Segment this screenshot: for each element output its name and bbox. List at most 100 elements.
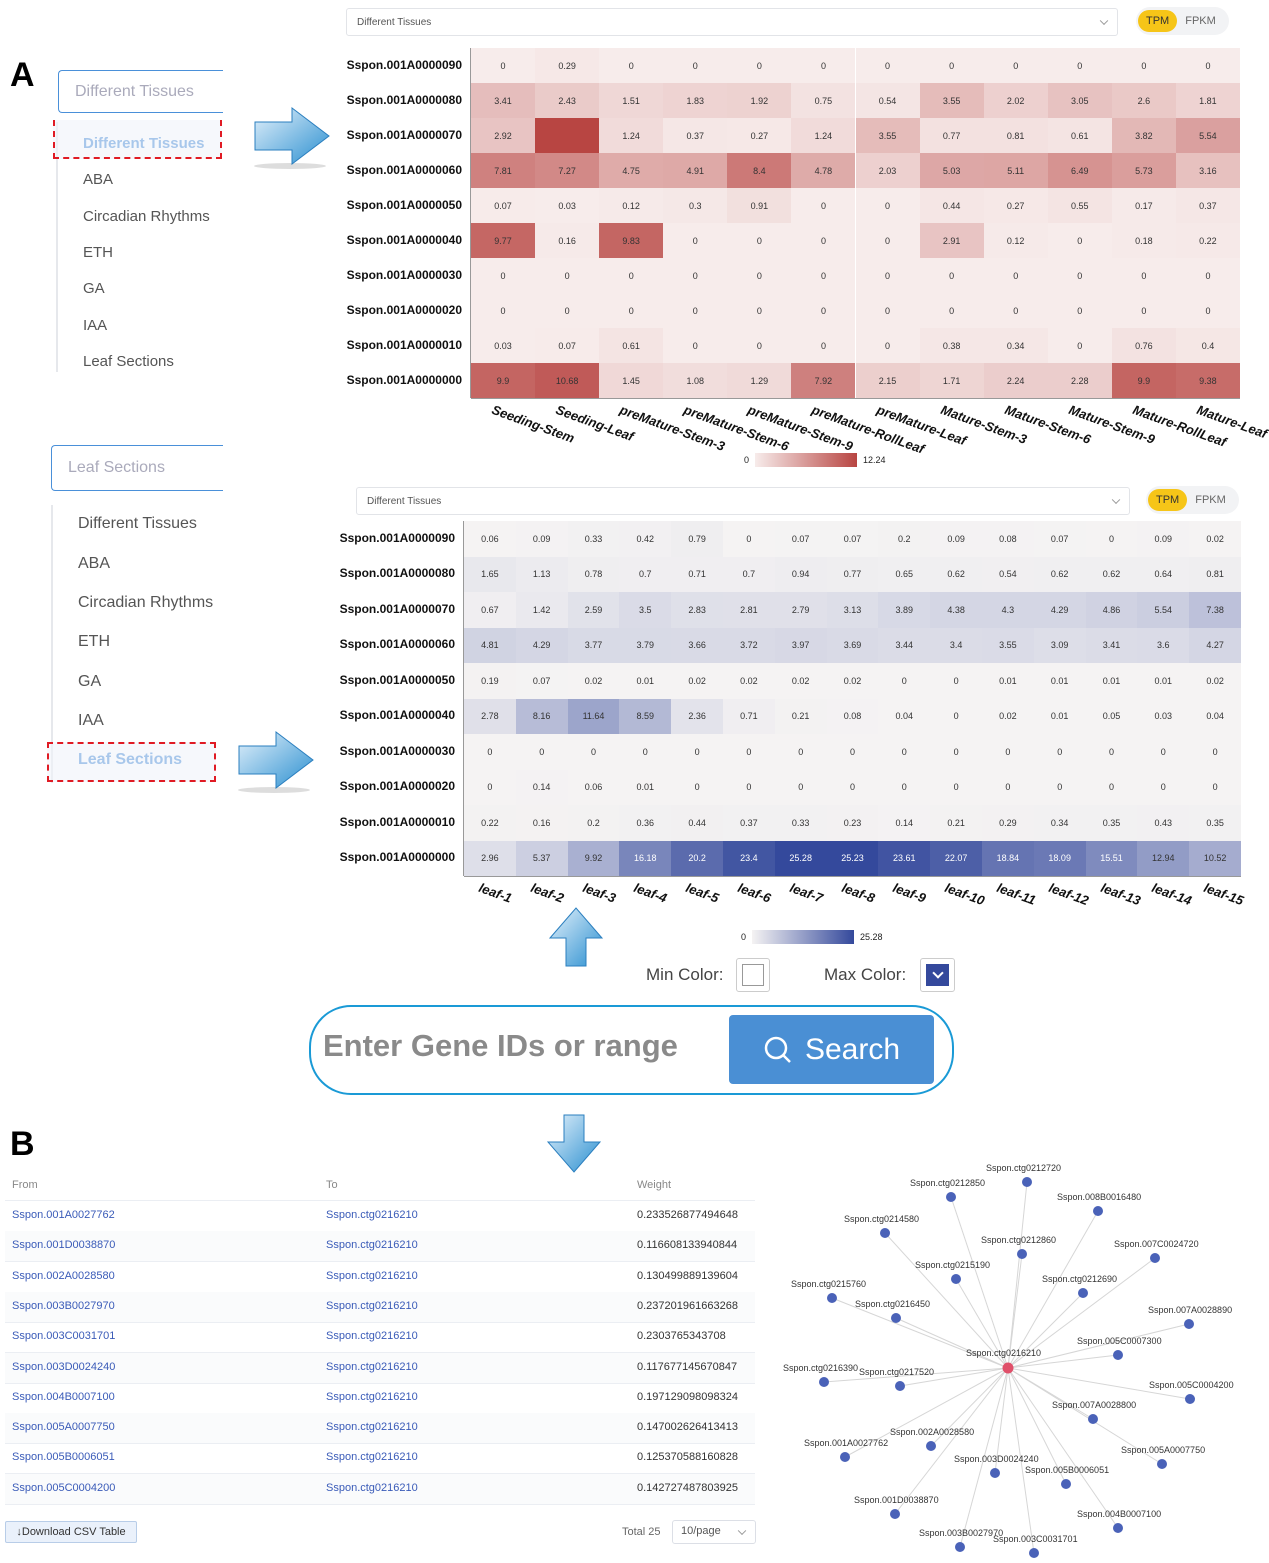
- table-cell-to[interactable]: Sspon.ctg0216210: [326, 1390, 418, 1403]
- table-cell-to[interactable]: Sspon.ctg0216210: [326, 1269, 418, 1282]
- heatmap-cell[interactable]: 0.01: [1085, 663, 1138, 699]
- network-node[interactable]: [819, 1377, 829, 1387]
- heatmap-cell[interactable]: 0: [855, 328, 920, 363]
- heatmap-cell[interactable]: 0.01: [619, 663, 672, 699]
- heatmap-cell[interactable]: 1.08: [663, 363, 728, 398]
- heatmap-cell[interactable]: 1.65: [464, 556, 516, 592]
- heatmap-cell[interactable]: 25.28: [774, 840, 827, 876]
- heatmap-cell[interactable]: 0: [727, 293, 792, 328]
- heatmap-cell[interactable]: 0: [599, 293, 664, 328]
- heatmap-cell[interactable]: 0.22: [1175, 223, 1240, 258]
- heatmap-cell[interactable]: 5.54: [1175, 118, 1240, 153]
- network-node[interactable]: [1017, 1249, 1027, 1259]
- heatmap-cell[interactable]: 0.14: [878, 805, 931, 841]
- heatmap-cell[interactable]: 2.79: [774, 592, 827, 628]
- heatmap-cell[interactable]: 0: [791, 48, 856, 83]
- heatmap-cell[interactable]: 0: [727, 258, 792, 293]
- network-node[interactable]: [946, 1192, 956, 1202]
- heatmap-cell[interactable]: 0.37: [1175, 188, 1240, 223]
- heatmap-cell[interactable]: 1.81: [1175, 83, 1240, 118]
- heatmap-cell[interactable]: 18.09: [1033, 840, 1086, 876]
- heatmap-cell[interactable]: 0.01: [1033, 698, 1086, 734]
- table-cell-from[interactable]: Sspon.004B0007100: [12, 1390, 115, 1403]
- dataset-select-2[interactable]: Leaf Sections: [51, 445, 223, 491]
- heatmap-cell[interactable]: 0.2: [567, 805, 620, 841]
- network-node[interactable]: [1061, 1479, 1071, 1489]
- heatmap-cell[interactable]: 0: [983, 48, 1048, 83]
- heatmap-cell[interactable]: 0.02: [1189, 663, 1241, 699]
- heatmap-cell[interactable]: 7.81: [471, 153, 536, 188]
- dropdown-option[interactable]: Circadian Rhythms: [83, 208, 210, 225]
- table-cell-from[interactable]: Sspon.002A0028580: [12, 1269, 115, 1282]
- heatmap-cell[interactable]: 0.81: [983, 118, 1048, 153]
- heatmap-cell[interactable]: 9.77: [471, 223, 536, 258]
- heatmap-cell[interactable]: 9.92: [567, 840, 620, 876]
- heatmap-cell[interactable]: 3.55: [982, 627, 1034, 663]
- heatmap-cell[interactable]: 0.02: [671, 663, 723, 699]
- heatmap-cell[interactable]: 2.78: [464, 698, 516, 734]
- heatmap-cell[interactable]: 0.65: [878, 556, 931, 592]
- heatmap-cell[interactable]: 6.49: [1047, 153, 1112, 188]
- network-node[interactable]: [1150, 1253, 1160, 1263]
- heatmap-cell[interactable]: 3.6: [1137, 627, 1190, 663]
- tpm-button[interactable]: TPM: [1148, 489, 1188, 511]
- heatmap-cell[interactable]: 0: [1175, 48, 1240, 83]
- heatmap-cell[interactable]: 12.94: [1137, 840, 1190, 876]
- heatmap-cell[interactable]: 0.19: [464, 663, 516, 699]
- heatmap-cell[interactable]: 0.33: [567, 521, 620, 557]
- heatmap-cell[interactable]: 0: [471, 293, 536, 328]
- heatmap-cell[interactable]: 0: [464, 769, 516, 805]
- heatmap-cell[interactable]: 0.62: [1033, 556, 1086, 592]
- heatmap-cell[interactable]: 0.2: [878, 521, 931, 557]
- heatmap-cell[interactable]: 0: [515, 734, 568, 770]
- heatmap-cell[interactable]: 3.79: [619, 627, 672, 663]
- heatmap-cell[interactable]: 2.59: [567, 592, 620, 628]
- dropdown-option[interactable]: GA: [78, 673, 102, 690]
- heatmap-cell[interactable]: 2.92: [471, 118, 536, 153]
- table-cell-to[interactable]: Sspon.ctg0216210: [326, 1239, 418, 1252]
- dropdown-option[interactable]: Leaf Sections: [83, 353, 174, 370]
- network-node[interactable]: [1022, 1177, 1032, 1187]
- max-color-picker[interactable]: [920, 958, 955, 992]
- network-node[interactable]: [1029, 1548, 1039, 1558]
- heatmap-cell[interactable]: 4.75: [599, 153, 664, 188]
- heatmap-cell[interactable]: 10.68: [535, 363, 600, 398]
- network-node[interactable]: [895, 1381, 905, 1391]
- heatmap-cell[interactable]: 3.4: [930, 627, 982, 663]
- heatmap-cell[interactable]: 0.77: [919, 118, 984, 153]
- heatmap-cell[interactable]: 0.34: [983, 328, 1048, 363]
- table-cell-from[interactable]: Sspon.003D0024240: [12, 1360, 116, 1373]
- heatmap-cell[interactable]: 0.79: [671, 521, 723, 557]
- heatmap-cell[interactable]: 0.71: [671, 556, 723, 592]
- heatmap-cell[interactable]: 0.64: [1137, 556, 1190, 592]
- heatmap-cell[interactable]: 4.29: [515, 627, 568, 663]
- heatmap-cell[interactable]: 0: [1189, 769, 1241, 805]
- heatmap-cell[interactable]: 0: [983, 258, 1048, 293]
- heatmap-cell[interactable]: 0: [982, 734, 1034, 770]
- heatmap-cell[interactable]: 23.4: [723, 840, 775, 876]
- network-node[interactable]: [1088, 1414, 1098, 1424]
- heatmap-cell[interactable]: 0: [1137, 769, 1190, 805]
- heatmap-cell[interactable]: 0.03: [535, 188, 600, 223]
- heatmap-cell[interactable]: 0.61: [599, 328, 664, 363]
- heatmap-cell[interactable]: 0: [1047, 258, 1112, 293]
- download-csv-button[interactable]: ↓ Download CSV Table: [5, 1521, 137, 1543]
- heatmap-cell[interactable]: 4.81: [464, 627, 516, 663]
- fpkm-button[interactable]: FPKM: [1185, 15, 1216, 27]
- search-button[interactable]: Search: [729, 1015, 934, 1084]
- heatmap-cell[interactable]: [535, 118, 600, 153]
- heatmap-cell[interactable]: 9.83: [599, 223, 664, 258]
- heatmap-cell[interactable]: 0.38: [919, 328, 984, 363]
- heatmap-cell[interactable]: 0.81: [1189, 556, 1241, 592]
- network-node[interactable]: [1185, 1394, 1195, 1404]
- heatmap-cell[interactable]: 3.72: [723, 627, 775, 663]
- heatmap-cell[interactable]: 0.75: [791, 83, 856, 118]
- heatmap-cell[interactable]: 0.7: [619, 556, 672, 592]
- heatmap-cell[interactable]: 0: [663, 223, 728, 258]
- heatmap-cell[interactable]: 0.29: [982, 805, 1034, 841]
- heatmap-cell[interactable]: 3.41: [1085, 627, 1138, 663]
- network-node[interactable]: [1113, 1523, 1123, 1533]
- heatmap-cell[interactable]: 0.35: [1189, 805, 1241, 841]
- heatmap-cell[interactable]: 0: [1033, 769, 1086, 805]
- heatmap-cell[interactable]: 2.02: [983, 83, 1048, 118]
